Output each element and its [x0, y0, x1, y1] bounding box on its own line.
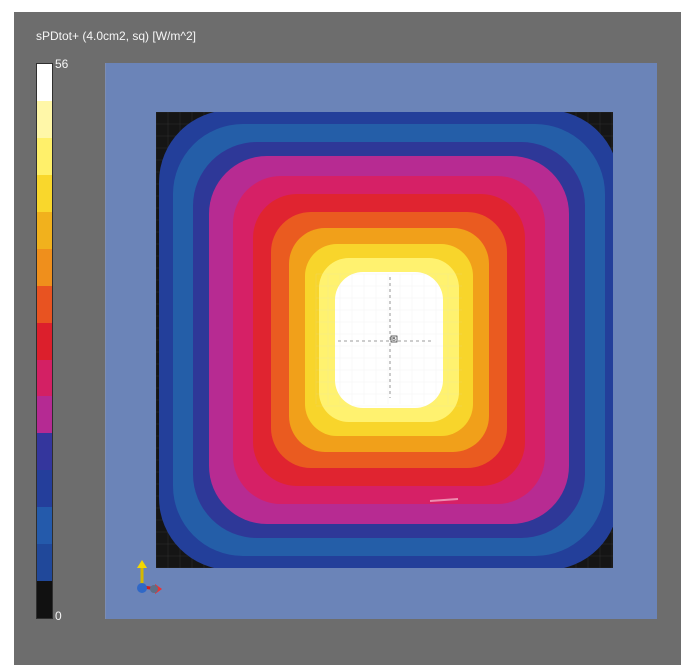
- field-quantity-title: sPDtot+ (4.0cm2, sq) [W/m^2]: [36, 29, 197, 43]
- power-density-field-map: B: [156, 112, 613, 568]
- legend-min-label: 0: [55, 609, 62, 623]
- legend-swatch: [37, 322, 52, 360]
- legend-swatch: [37, 285, 52, 323]
- legend-swatch: [37, 64, 52, 101]
- legend-swatch: [37, 507, 52, 545]
- legend-max-label: 56: [55, 57, 69, 71]
- center-marker-label: B: [392, 337, 396, 343]
- legend-swatch: [37, 544, 52, 582]
- legend-swatch: [37, 248, 52, 286]
- legend-swatch: [37, 433, 52, 471]
- legend-swatch: [37, 174, 52, 212]
- legend-swatch: [37, 359, 52, 397]
- field-contours: [159, 112, 613, 568]
- legend-swatch: [37, 137, 52, 175]
- xyz-axes-icon[interactable]: [131, 558, 165, 598]
- legend-swatch: [37, 470, 52, 508]
- center-marker: B: [338, 277, 434, 398]
- legend-swatch: [37, 211, 52, 249]
- field-contour-band: [335, 272, 443, 408]
- legend-swatch: [37, 100, 52, 138]
- color-scale-legend: [36, 63, 53, 619]
- legend-swatch: [37, 581, 52, 619]
- legend-swatch: [37, 396, 52, 434]
